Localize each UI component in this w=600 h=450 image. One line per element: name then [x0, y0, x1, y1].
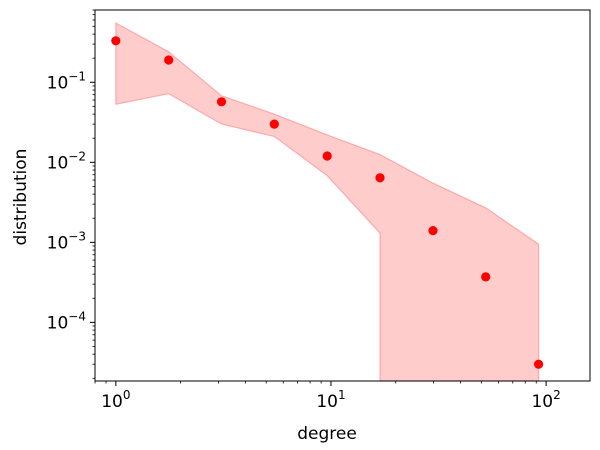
data-point: [481, 272, 491, 282]
data-point: [216, 97, 227, 107]
x-tick-label: 100: [101, 388, 130, 412]
y-tick-label: 10−1: [47, 69, 86, 93]
y-tick-label: 10−3: [47, 229, 86, 253]
y-tick-label: 10−4: [47, 309, 86, 333]
x-tick-label: 101: [316, 388, 345, 412]
data-point: [111, 36, 121, 46]
data-point: [428, 226, 438, 236]
x-axis-ticks: 100 101 102: [94, 381, 561, 412]
confidence-band-layer: [115, 21, 540, 382]
x-axis-label: degree: [297, 424, 357, 444]
data-point: [269, 119, 279, 129]
data-point: [322, 151, 332, 161]
y-axis-ticks: 10−1 10−2 10−3 10−4: [47, 9, 95, 379]
data-points-layer: [111, 36, 544, 369]
y-axis-label: distribution: [11, 149, 31, 246]
confidence-band: [115, 21, 540, 382]
data-point: [164, 55, 174, 65]
data-point: [534, 359, 544, 369]
plot-frame: [94, 9, 591, 382]
x-tick-label: 102: [531, 388, 560, 412]
y-tick-label: 10−2: [47, 149, 86, 173]
data-point: [375, 173, 385, 183]
